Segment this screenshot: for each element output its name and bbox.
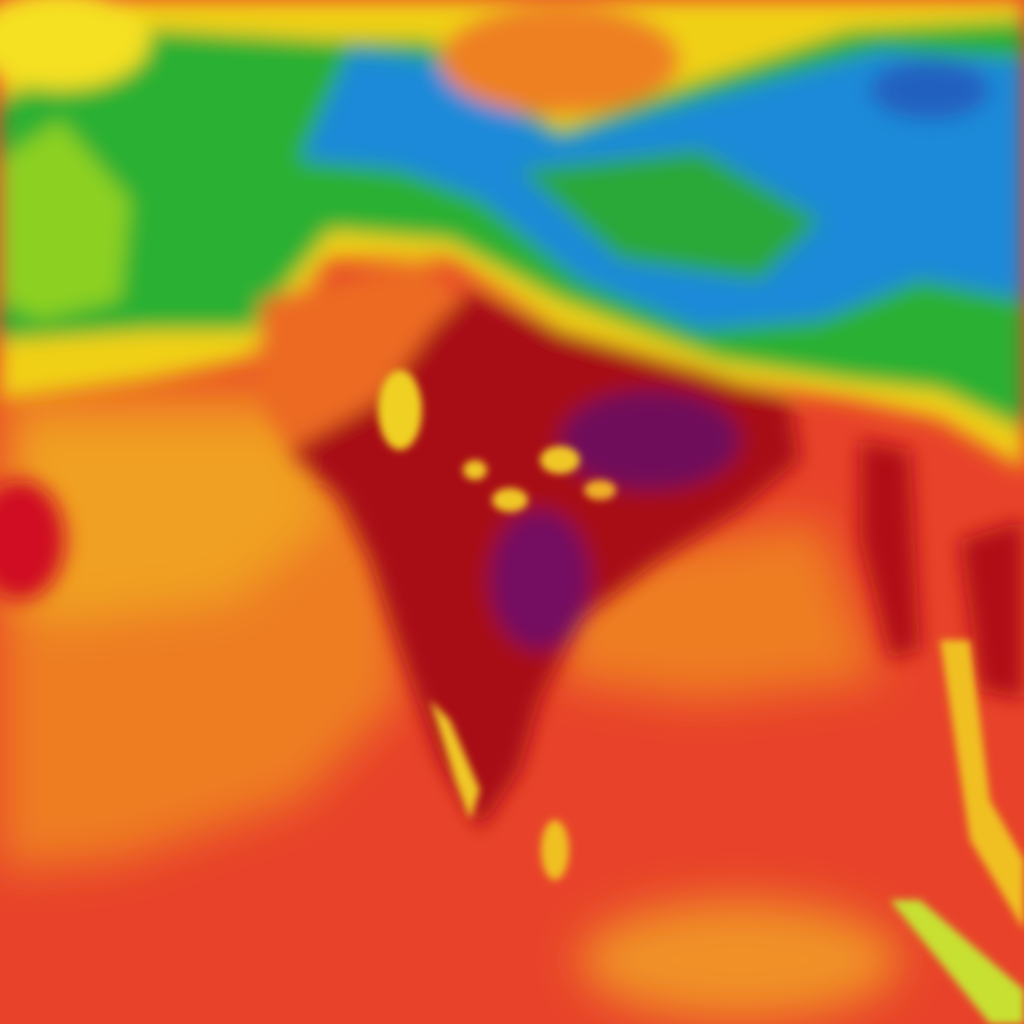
cold-patch <box>870 60 990 120</box>
land <box>0 0 1024 830</box>
arabian-sea-north <box>0 420 330 620</box>
cool-spot <box>463 460 487 480</box>
northwest-yellow <box>0 0 150 90</box>
details <box>378 370 1024 1024</box>
cool-spot <box>540 446 580 474</box>
cool-spot <box>584 480 616 500</box>
western-ghats-coast <box>430 700 480 820</box>
sumatra-streak <box>890 900 1024 1024</box>
cool-spot <box>492 488 528 512</box>
south-warm-patch <box>580 900 900 1020</box>
tibet-green-inner <box>520 150 820 280</box>
hottest-central <box>490 510 590 650</box>
arabia-hot <box>0 480 65 600</box>
sri-lanka <box>541 820 569 880</box>
hottest-north <box>560 390 740 490</box>
desert-orange <box>440 5 680 115</box>
myanmar-hot <box>860 440 920 660</box>
west-green <box>0 120 130 320</box>
east-hot <box>960 520 1024 700</box>
cool-spot <box>378 370 422 450</box>
peninsula-streak <box>940 640 1024 930</box>
sea-bands <box>0 380 900 1020</box>
